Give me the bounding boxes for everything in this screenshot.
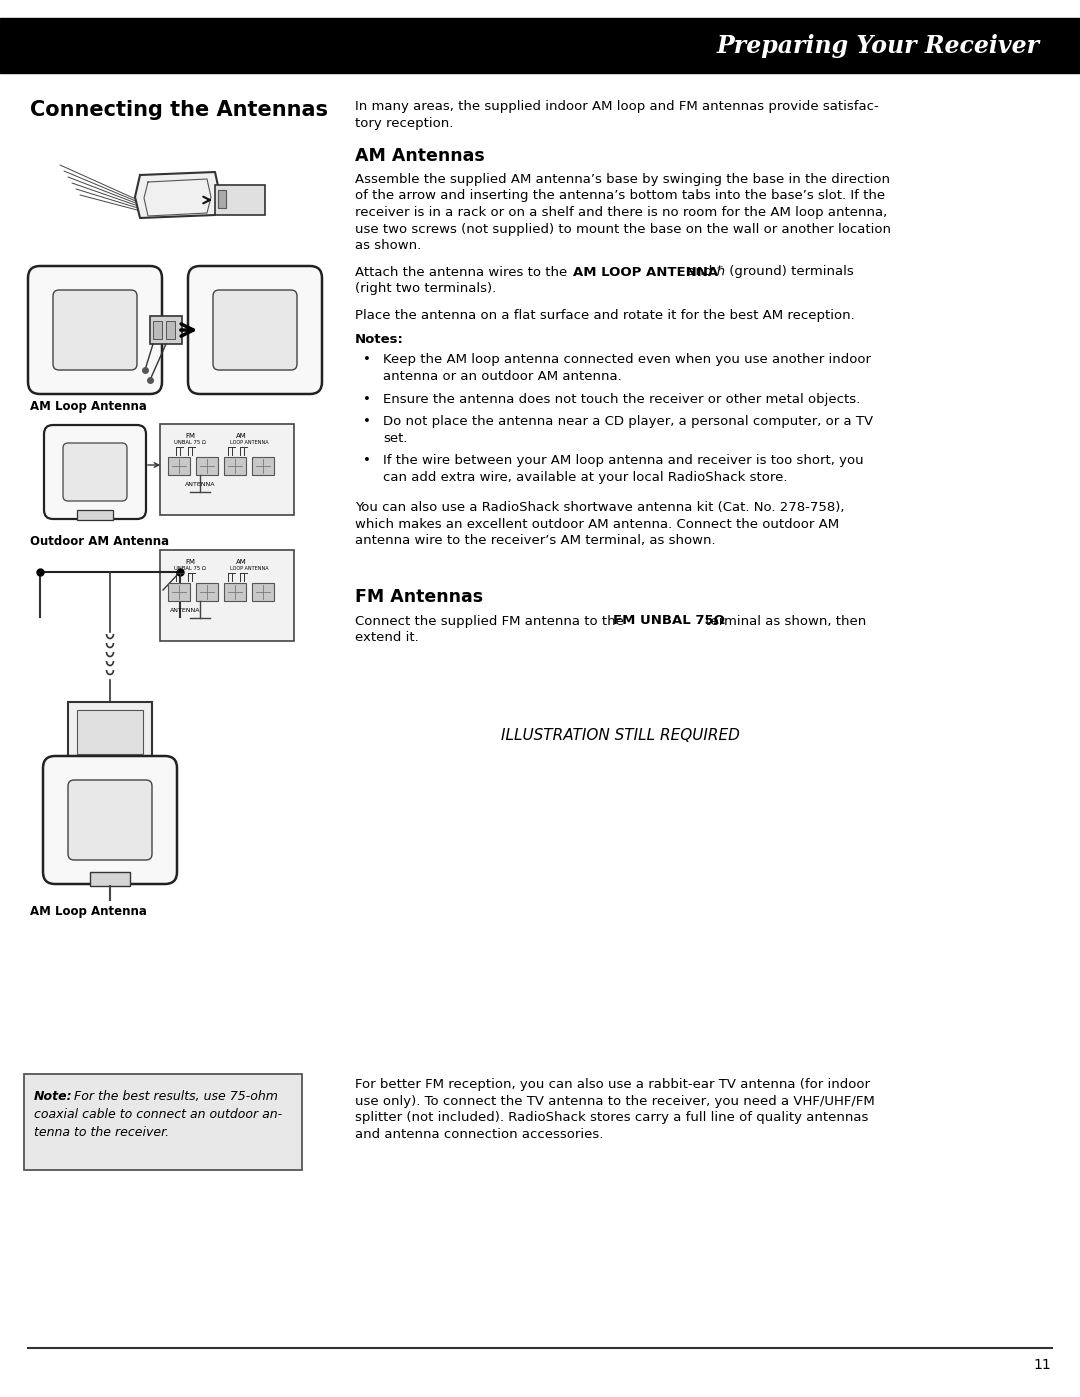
Bar (224, 457, 246, 475)
Text: Keep the AM loop antenna connected even when you use another indoor: Keep the AM loop antenna connected even … (383, 353, 870, 366)
Bar (168, 583, 190, 601)
Text: receiver is in a rack or on a shelf and there is no room for the AM loop antenna: receiver is in a rack or on a shelf and … (355, 205, 888, 219)
FancyBboxPatch shape (63, 443, 127, 502)
Text: ANTENNA: ANTENNA (185, 482, 216, 488)
Text: tenna to the receiver.: tenna to the receiver. (33, 1126, 170, 1139)
Text: antenna or an outdoor AM antenna.: antenna or an outdoor AM antenna. (383, 370, 622, 383)
Text: Connect the supplied FM antenna to the: Connect the supplied FM antenna to the (355, 615, 629, 627)
Text: of the arrow and inserting the antenna’s bottom tabs into the base’s slot. If th: of the arrow and inserting the antenna’s… (355, 190, 886, 203)
Bar (252, 457, 274, 475)
Text: For the best results, use 75-ohm: For the best results, use 75-ohm (70, 1090, 278, 1104)
Text: AM: AM (237, 433, 246, 439)
Text: For better FM reception, you can also use a rabbit-ear TV antenna (for indoor: For better FM reception, you can also us… (355, 1078, 870, 1091)
Bar (215, 184, 265, 215)
Text: Place the antenna on a flat surface and rotate it for the best AM reception.: Place the antenna on a flat surface and … (355, 309, 854, 321)
Text: Connecting the Antennas: Connecting the Antennas (30, 101, 328, 120)
Text: You can also use a RadioShack shortwave antenna kit (Cat. No. 278-758),: You can also use a RadioShack shortwave … (355, 502, 845, 514)
Text: •: • (363, 454, 370, 467)
Text: FM UNBAL 75Ω: FM UNBAL 75Ω (613, 615, 725, 627)
FancyBboxPatch shape (160, 550, 294, 641)
Text: splitter (not included). RadioShack stores carry a full line of quality antennas: splitter (not included). RadioShack stor… (355, 1111, 868, 1125)
FancyBboxPatch shape (43, 756, 177, 884)
Text: Ensure the antenna does not touch the receiver or other metal objects.: Ensure the antenna does not touch the re… (383, 393, 861, 405)
FancyBboxPatch shape (44, 425, 146, 520)
Bar (252, 583, 274, 601)
Text: and antenna connection accessories.: and antenna connection accessories. (355, 1127, 604, 1140)
Bar (195, 457, 218, 475)
Text: (right two terminals).: (right two terminals). (355, 282, 496, 295)
Text: FM: FM (185, 559, 195, 564)
Text: Do not place the antenna near a CD player, a personal computer, or a TV: Do not place the antenna near a CD playe… (383, 415, 873, 427)
Polygon shape (135, 172, 220, 218)
Text: LOOP ANTENNA: LOOP ANTENNA (230, 566, 269, 571)
Bar (168, 457, 190, 475)
Bar (195, 583, 218, 601)
FancyBboxPatch shape (68, 780, 152, 861)
Bar (68, 703, 152, 764)
Text: •: • (363, 415, 370, 427)
Text: Preparing Your Receiver: Preparing Your Receiver (717, 35, 1040, 59)
Text: extend it.: extend it. (355, 631, 419, 644)
Text: AM LOOP ANTENNA: AM LOOP ANTENNA (573, 265, 718, 278)
Text: AM Loop Antenna: AM Loop Antenna (30, 400, 147, 414)
Bar (90, 872, 130, 886)
FancyBboxPatch shape (188, 265, 322, 394)
Text: LOOP ANTENNA: LOOP ANTENNA (230, 440, 269, 446)
Text: In many areas, the supplied indoor AM loop and FM antennas provide satisfac-: In many areas, the supplied indoor AM lo… (355, 101, 879, 113)
Bar (77, 710, 143, 754)
Bar (218, 190, 226, 208)
Text: as shown.: as shown. (355, 239, 421, 251)
Bar (153, 321, 162, 339)
Text: Attach the antenna wires to the: Attach the antenna wires to the (355, 265, 571, 278)
Text: tory reception.: tory reception. (355, 116, 454, 130)
Text: AM: AM (237, 559, 246, 564)
Text: can add extra wire, available at your local RadioShack store.: can add extra wire, available at your lo… (383, 471, 787, 483)
FancyBboxPatch shape (213, 291, 297, 370)
Text: which makes an excellent outdoor AM antenna. Connect the outdoor AM: which makes an excellent outdoor AM ante… (355, 517, 839, 531)
Bar (166, 321, 175, 339)
Text: Note:: Note: (33, 1090, 72, 1104)
Text: If the wire between your AM loop antenna and receiver is too short, you: If the wire between your AM loop antenna… (383, 454, 864, 467)
Text: UNBAL 75 Ω: UNBAL 75 Ω (174, 440, 206, 446)
FancyBboxPatch shape (53, 291, 137, 370)
Text: and ℏ (ground) terminals: and ℏ (ground) terminals (683, 265, 854, 278)
Text: set.: set. (383, 432, 407, 444)
Text: •: • (363, 393, 370, 405)
Bar (150, 316, 183, 344)
Bar (0, 18, 1080, 73)
Text: Notes:: Notes: (355, 332, 404, 346)
Text: AM Loop Antenna: AM Loop Antenna (30, 905, 147, 918)
FancyBboxPatch shape (24, 1074, 302, 1171)
Text: UNBAL 75 Ω: UNBAL 75 Ω (174, 566, 206, 571)
FancyBboxPatch shape (28, 265, 162, 394)
Text: FM Antennas: FM Antennas (355, 588, 483, 606)
Text: FM: FM (185, 433, 195, 439)
Text: coaxial cable to connect an outdoor an-: coaxial cable to connect an outdoor an- (33, 1108, 282, 1120)
Text: •: • (363, 353, 370, 366)
Text: terminal as shown, then: terminal as shown, then (701, 615, 866, 627)
Text: AM Antennas: AM Antennas (355, 147, 485, 165)
Text: antenna wire to the receiver’s AM terminal, as shown.: antenna wire to the receiver’s AM termin… (355, 534, 716, 548)
Bar (224, 583, 246, 601)
Text: ANTENNA: ANTENNA (170, 608, 201, 613)
Text: 11: 11 (1034, 1358, 1051, 1372)
Text: ILLUSTRATION STILL REQUIRED: ILLUSTRATION STILL REQUIRED (500, 728, 740, 742)
Bar (77, 510, 113, 520)
Text: use only). To connect the TV antenna to the receiver, you need a VHF/UHF/FM: use only). To connect the TV antenna to … (355, 1094, 875, 1108)
FancyBboxPatch shape (160, 425, 294, 515)
Text: Assemble the supplied AM antenna’s base by swinging the base in the direction: Assemble the supplied AM antenna’s base … (355, 173, 890, 186)
Text: use two screws (not supplied) to mount the base on the wall or another location: use two screws (not supplied) to mount t… (355, 222, 891, 236)
Text: Outdoor AM Antenna: Outdoor AM Antenna (30, 535, 170, 548)
